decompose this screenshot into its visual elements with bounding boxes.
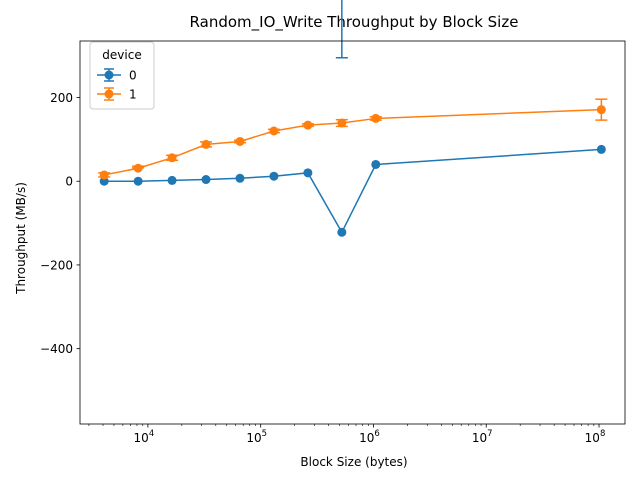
legend-label: 1 [129, 88, 137, 102]
legend: device 01 [89, 41, 155, 110]
x-tick-label: 104 [134, 429, 155, 445]
x-tick-label: 105 [246, 429, 267, 445]
series-line [104, 108, 602, 176]
data-point [201, 139, 211, 149]
y-axis-label: Throughput (MB/s) [14, 182, 28, 295]
x-tick-label: 107 [472, 429, 493, 445]
series-1 [98, 98, 608, 180]
x-axis: 104 105 106 107 108 [88, 424, 606, 445]
chart-title: Random_IO_Write Throughput by Block Size [190, 13, 519, 32]
data-point [133, 163, 143, 173]
data-point [235, 136, 245, 146]
data-point [99, 170, 109, 180]
data-point [99, 176, 109, 186]
x-tick-label: 108 [585, 429, 606, 445]
plot-frame [79, 40, 626, 425]
data-point [133, 176, 143, 186]
data-point [337, 118, 347, 128]
legend-label: 0 [129, 69, 137, 83]
data-point [269, 171, 279, 181]
legend-entry: 1 [97, 87, 137, 102]
data-point [371, 159, 381, 169]
legend-title: device [102, 48, 141, 62]
series-0 [99, 0, 606, 237]
data-point [167, 175, 177, 185]
series-group [98, 0, 608, 237]
data-point [371, 113, 381, 123]
data-point [167, 153, 177, 163]
data-point [303, 168, 313, 178]
y-tick-label: −200 [40, 258, 73, 272]
data-point [269, 126, 279, 136]
data-point [596, 105, 606, 115]
legend-entries: 01 [97, 68, 137, 102]
data-point [596, 144, 606, 154]
x-tick-label: 106 [359, 429, 380, 445]
y-tick-label: 0 [65, 175, 73, 189]
data-point [337, 227, 347, 237]
y-axis: −400 −200 0 200 [40, 91, 80, 356]
y-tick-label: 200 [50, 91, 73, 105]
y-tick-label: −400 [40, 342, 73, 356]
legend-marker [104, 89, 114, 99]
data-point [303, 120, 313, 130]
series-line [104, 148, 602, 234]
data-point [235, 173, 245, 183]
x-axis-label: Block Size (bytes) [300, 455, 407, 469]
legend-marker [104, 70, 114, 80]
legend-entry: 0 [97, 68, 137, 83]
data-point [201, 175, 211, 185]
